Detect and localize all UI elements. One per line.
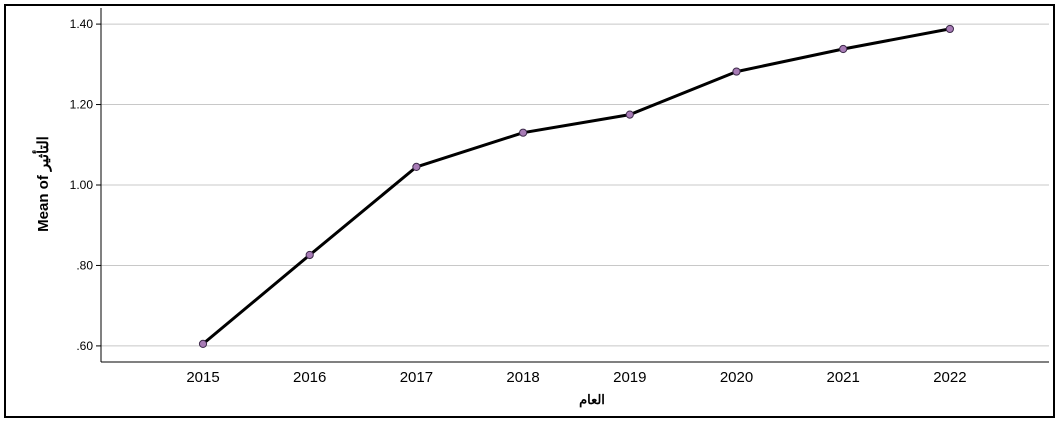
data-point-2022 [945, 24, 955, 34]
data-point-2020 [732, 67, 741, 76]
x-tick-label-5: 2020 [720, 369, 753, 386]
x-tick-labels: 2015 2016 2017 2018 2019 2020 2021 2022 [186, 369, 966, 386]
data-point-2018 [519, 128, 528, 137]
series-markers [198, 24, 955, 348]
y-tick-label-1: .80 [76, 258, 93, 272]
x-tick-label-0: 2015 [186, 369, 219, 386]
data-point-2015 [198, 339, 208, 348]
y-axis-label: Mean of التأثير [32, 136, 52, 232]
x-tick-label-1: 2016 [293, 369, 326, 386]
series-line-path [202, 27, 951, 346]
x-tick-label-4: 2019 [613, 369, 646, 386]
x-tick-label-3: 2018 [506, 369, 539, 386]
gridlines [101, 23, 1049, 347]
y-tick-label-0: .60 [76, 339, 93, 353]
x-tick-label-7: 2022 [933, 369, 966, 386]
data-point-2019 [625, 110, 634, 119]
data-point-2017 [412, 162, 421, 171]
x-axis-label: العام [579, 392, 605, 408]
data-point-2021 [839, 44, 848, 54]
y-tick-labels: .60 .80 1.00 1.20 1.40 [70, 17, 94, 353]
line-chart: .60.801.001.201.40 2015 2016 2017 2018 2019 2… [32, 8, 1049, 408]
y-tick-label-2: 1.00 [70, 178, 94, 192]
axes [96, 8, 1049, 363]
x-tick-label-2: 2017 [400, 369, 433, 386]
x-tick-label-6: 2021 [827, 369, 860, 386]
data-point-2016 [305, 250, 314, 260]
series-line [202, 27, 951, 346]
y-tick-label-4: 1.40 [70, 17, 94, 31]
y-tick-label-3: 1.20 [70, 98, 94, 112]
chart-frame: .60.80 1.00 1.20 1.40 2015 2016 2017 2018 2019 2… [4, 4, 1055, 418]
